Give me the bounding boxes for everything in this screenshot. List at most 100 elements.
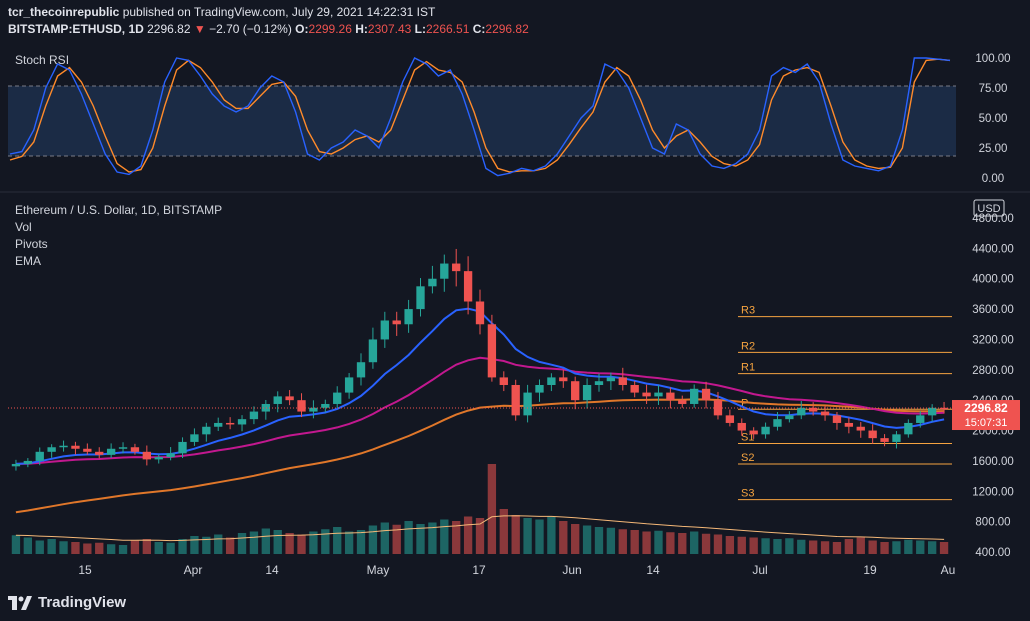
- volume-bar: [892, 541, 901, 554]
- candle-body: [321, 403, 330, 408]
- candle-body: [106, 448, 116, 455]
- volume-bar: [916, 540, 925, 554]
- volume-bar: [832, 542, 842, 554]
- legend-vol[interactable]: Vol: [15, 220, 32, 234]
- volume-bar: [249, 531, 259, 554]
- candle-body: [582, 385, 592, 401]
- volume-bar: [59, 541, 68, 554]
- volume-bar: [820, 541, 830, 554]
- high-value: 2307.43: [367, 22, 412, 36]
- volume-bar: [142, 539, 151, 554]
- candle-body: [344, 377, 354, 393]
- stoch-k-line: [9, 57, 951, 177]
- candle-body: [416, 286, 425, 310]
- candle-body: [225, 422, 235, 425]
- currency-box[interactable]: [973, 199, 1005, 217]
- price-tick: 4400.00: [972, 243, 1014, 255]
- volume-bar: [701, 533, 711, 554]
- candle-body: [499, 377, 508, 385]
- volume-bar: [392, 524, 401, 554]
- volume-bar: [321, 529, 330, 554]
- candle-body: [59, 445, 68, 448]
- time-axis: 15 Apr 14 May 17 Jun 14 Jul 19 Au: [78, 563, 955, 577]
- legend-pivots[interactable]: Pivots: [15, 237, 48, 251]
- candle-body: [618, 377, 627, 385]
- legend-ema[interactable]: EMA: [15, 254, 41, 268]
- volume-bar: [571, 524, 580, 554]
- stoch-tick: 50.00: [979, 113, 1008, 125]
- volume-bar: [809, 540, 818, 554]
- down-arrow-icon: ▼: [193, 22, 206, 36]
- volume-bar: [511, 515, 520, 554]
- price-tick: 3600.00: [972, 304, 1014, 316]
- candle-body: [428, 278, 437, 287]
- candle-body: [237, 419, 247, 425]
- author-name[interactable]: tcr_thecoinrepublic: [8, 5, 120, 19]
- price-tick: 1600.00: [972, 456, 1014, 468]
- candle-body: [47, 447, 56, 452]
- candle-body: [809, 407, 818, 412]
- pivot-label: S3: [741, 488, 754, 500]
- candle-body: [261, 403, 270, 412]
- stoch-pane: Stoch RSI 100.00 75.00 50.00 25.00 0.00: [8, 53, 1011, 185]
- symbol-name[interactable]: BITSTAMP:ETHUSD, 1D: [8, 22, 144, 36]
- candle-body: [130, 447, 140, 452]
- volume-bar: [547, 516, 556, 554]
- volume-bar: [106, 544, 116, 554]
- candle-body: [654, 392, 663, 397]
- candle-body: [880, 438, 889, 442]
- open-label: O:: [295, 22, 309, 36]
- price-badge-time: 15:07:31: [965, 417, 1008, 429]
- candle-body: [606, 377, 616, 382]
- candle-body: [249, 411, 259, 420]
- candle-body: [916, 415, 925, 423]
- price-badge: [952, 400, 1020, 431]
- volume-bar: [713, 534, 723, 554]
- candle-body: [83, 448, 92, 452]
- volume-bar: [285, 533, 294, 554]
- candle-body: [725, 415, 735, 423]
- candle-body: [71, 445, 80, 449]
- volume-bar: [797, 539, 806, 554]
- volume-bar: [761, 538, 770, 554]
- volume-bar: [535, 519, 544, 554]
- candle-body: [630, 385, 639, 393]
- volume-bar: [356, 530, 366, 554]
- tradingview-logo[interactable]: TradingView: [8, 594, 126, 611]
- volume-bar: [202, 536, 211, 554]
- volume-bar: [333, 527, 342, 554]
- pivot-label: S1: [741, 431, 754, 443]
- candle-body: [11, 463, 21, 467]
- chart-area[interactable]: Stoch RSI 100.00 75.00 50.00 25.00 0.00 Ethe…: [0, 42, 1030, 582]
- stoch-band-fill: [8, 86, 956, 156]
- volume-bar: [630, 530, 639, 554]
- candle-body: [939, 407, 949, 410]
- volume-bar: [594, 527, 604, 554]
- volume-bar: [880, 542, 889, 554]
- candle-body: [785, 415, 794, 420]
- candle-body: [154, 457, 163, 460]
- candle-body: [773, 419, 782, 427]
- candle-body: [678, 400, 687, 404]
- time-axis-label: May: [367, 563, 390, 577]
- volume-bar: [844, 539, 854, 554]
- candle-body: [749, 430, 758, 435]
- volume-bar: [154, 542, 163, 554]
- candle-body: [856, 426, 865, 431]
- time-axis-label: 19: [863, 563, 877, 577]
- candle-body: [166, 453, 175, 458]
- volume-bar: [654, 530, 663, 554]
- chart-svg[interactable]: Stoch RSI 100.00 75.00 50.00 25.00 0.00 Ethe…: [0, 42, 1030, 582]
- volume-bar: [344, 531, 354, 554]
- candle-body: [666, 392, 675, 401]
- candle-body: [202, 426, 211, 435]
- candle-body: [547, 377, 556, 385]
- candle-body: [475, 301, 485, 325]
- candlesticks: [11, 248, 949, 471]
- publish-line: tcr_thecoinrepublic published on Trading…: [8, 5, 435, 19]
- volume-bar: [785, 538, 794, 554]
- candle-body: [820, 411, 830, 416]
- price-tick: 4000.00: [972, 274, 1014, 286]
- candle-body: [523, 392, 532, 416]
- volume-bar: [118, 545, 128, 554]
